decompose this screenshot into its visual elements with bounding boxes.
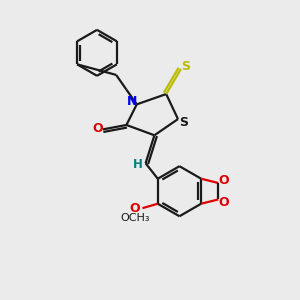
Text: O: O — [130, 202, 140, 215]
Text: O: O — [92, 122, 103, 135]
Text: H: H — [132, 158, 142, 171]
Text: N: N — [127, 95, 137, 108]
Text: O: O — [218, 196, 229, 209]
Text: O: O — [218, 174, 229, 188]
Text: S: S — [179, 116, 188, 128]
Text: S: S — [181, 60, 190, 73]
Text: OCH₃: OCH₃ — [120, 213, 150, 223]
